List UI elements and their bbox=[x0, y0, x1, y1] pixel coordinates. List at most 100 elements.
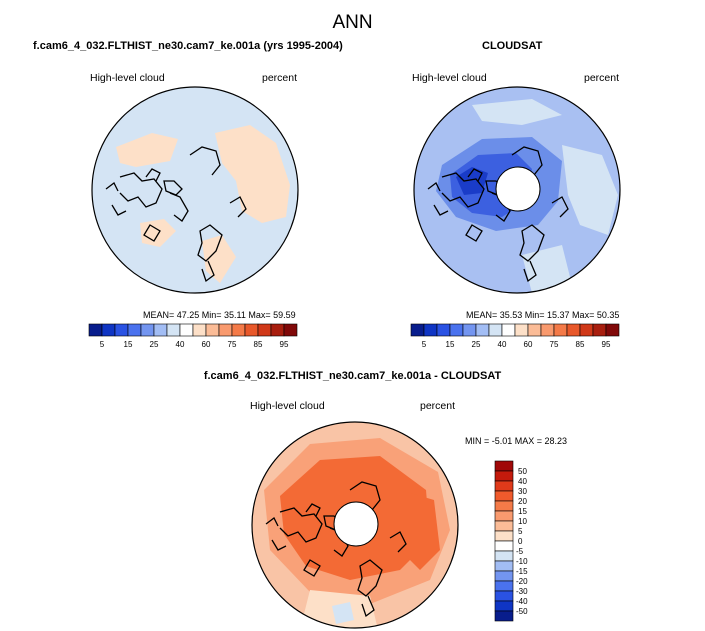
obs-cb-box-3 bbox=[436, 323, 451, 337]
diff-cb-label-4: 20 bbox=[518, 497, 527, 506]
diff-cb-box-8 bbox=[494, 530, 514, 542]
diff-cb-label-12: -20 bbox=[516, 577, 528, 586]
obs-cb-label-1: 5 bbox=[422, 340, 427, 349]
model-cb-label-5: 60 bbox=[202, 340, 211, 349]
obs-cb-label-7: 85 bbox=[576, 340, 585, 349]
model-map-peach-region-north bbox=[116, 133, 178, 167]
diff-cb-box-14 bbox=[494, 590, 514, 602]
model-cb-box-16 bbox=[283, 323, 298, 337]
diff-cb-box-16 bbox=[494, 610, 514, 622]
diff-cb-label-14: -40 bbox=[516, 597, 528, 606]
diff-cb-box-15 bbox=[494, 600, 514, 612]
model-cb-box-11 bbox=[218, 323, 233, 337]
obs-map bbox=[413, 86, 621, 294]
diff-cb-label-5: 15 bbox=[518, 507, 527, 516]
diff-cb-label-10: -10 bbox=[516, 557, 528, 566]
model-cb-label-6: 75 bbox=[228, 340, 237, 349]
model-map-peach-region-east bbox=[215, 125, 290, 223]
diff-cb-label-7: 5 bbox=[518, 527, 523, 536]
diff-cb-box-5 bbox=[494, 500, 514, 512]
model-cb-box-5 bbox=[140, 323, 155, 337]
diff-cb-box-13 bbox=[494, 580, 514, 592]
diff-cb-box-2 bbox=[494, 470, 514, 482]
diff-variable-label: High-level cloud bbox=[250, 400, 325, 412]
obs-map-pale-region-south bbox=[522, 245, 572, 293]
model-cb-box-6 bbox=[153, 323, 168, 337]
obs-map-pale-region-east bbox=[562, 145, 618, 235]
obs-cb-label-8: 95 bbox=[602, 340, 611, 349]
obs-map-polar-hole bbox=[495, 166, 541, 212]
model-cb-box-12 bbox=[231, 323, 246, 337]
model-variable-label: High-level cloud bbox=[90, 72, 165, 84]
diff-map-light-blue-patch bbox=[332, 602, 354, 624]
obs-colorbar-boxes bbox=[410, 323, 620, 337]
obs-cb-box-11 bbox=[540, 323, 555, 337]
model-stats: MEAN= 47.25 Min= 35.11 Max= 59.59 bbox=[143, 310, 296, 320]
model-cb-box-2 bbox=[101, 323, 116, 337]
obs-stats: MEAN= 35.53 Min= 15.37 Max= 50.35 bbox=[466, 310, 620, 320]
diff-cb-label-2: 40 bbox=[518, 477, 527, 486]
diff-colorbar-boxes bbox=[494, 460, 514, 622]
obs-cb-box-14 bbox=[579, 323, 594, 337]
diff-units-label: percent bbox=[420, 400, 456, 412]
model-cb-label-8: 95 bbox=[280, 340, 289, 349]
diff-panel-title: f.cam6_4_032.FLTHIST_ne30.cam7_ke.001a -… bbox=[203, 370, 502, 382]
model-cb-box-7 bbox=[166, 323, 181, 337]
model-cb-label-1: 5 bbox=[100, 340, 105, 349]
obs-cb-box-12 bbox=[553, 323, 568, 337]
diff-cb-label-6: 10 bbox=[518, 517, 527, 526]
model-cb-box-9 bbox=[192, 323, 207, 337]
obs-colorbar: 5 15 25 40 60 75 85 95 bbox=[410, 323, 620, 349]
diff-cb-box-3 bbox=[494, 480, 514, 492]
obs-cb-box-15 bbox=[592, 323, 607, 337]
diff-cb-box-7 bbox=[494, 520, 514, 532]
obs-cb-label-4: 40 bbox=[498, 340, 507, 349]
obs-cb-box-7 bbox=[488, 323, 503, 337]
model-cb-box-3 bbox=[114, 323, 129, 337]
obs-cb-box-16 bbox=[605, 323, 620, 337]
obs-cb-box-1 bbox=[410, 323, 425, 337]
diff-cb-label-3: 30 bbox=[518, 487, 527, 496]
obs-cb-box-4 bbox=[449, 323, 464, 337]
obs-cb-box-8 bbox=[501, 323, 516, 337]
obs-cb-label-3: 25 bbox=[472, 340, 481, 349]
diff-stats: MIN = -5.01 MAX = 28.23 bbox=[465, 436, 568, 446]
obs-map-darkest-blue-spot bbox=[456, 167, 488, 195]
model-panel-title: f.cam6_4_032.FLTHIST_ne30.cam7_ke.001a (… bbox=[33, 40, 343, 52]
model-cb-label-3: 25 bbox=[150, 340, 159, 349]
model-cb-box-4 bbox=[127, 323, 142, 337]
diff-cb-label-15: -50 bbox=[516, 607, 528, 616]
model-cb-label-2: 15 bbox=[124, 340, 133, 349]
diff-map-orange-east-lobe bbox=[400, 490, 440, 570]
diff-cb-box-1 bbox=[494, 460, 514, 472]
diff-map-polar-hole bbox=[333, 501, 379, 547]
model-cb-box-15 bbox=[270, 323, 285, 337]
model-colorbar: 5 15 25 40 60 75 85 95 bbox=[88, 323, 298, 349]
model-cb-box-8 bbox=[179, 323, 194, 337]
diff-cb-label-8: 0 bbox=[518, 537, 523, 546]
model-cb-box-13 bbox=[244, 323, 259, 337]
obs-cb-label-5: 60 bbox=[524, 340, 533, 349]
model-map-coastlines bbox=[105, 146, 247, 283]
obs-cb-box-5 bbox=[462, 323, 477, 337]
obs-cb-box-6 bbox=[475, 323, 490, 337]
model-units-label: percent bbox=[262, 72, 298, 84]
figure-title: ANN bbox=[332, 12, 373, 33]
model-cb-label-4: 40 bbox=[176, 340, 185, 349]
diff-cb-label-1: 50 bbox=[518, 467, 527, 476]
model-map bbox=[91, 86, 299, 294]
model-colorbar-boxes bbox=[88, 323, 298, 337]
model-cb-label-7: 85 bbox=[254, 340, 263, 349]
obs-cb-label-6: 75 bbox=[550, 340, 559, 349]
diff-cb-label-11: -15 bbox=[516, 567, 528, 576]
diff-cb-box-9 bbox=[494, 540, 514, 552]
diff-cb-box-6 bbox=[494, 510, 514, 522]
diff-cb-label-9: -5 bbox=[516, 547, 524, 556]
diff-colorbar: 50 40 30 20 15 10 5 0 -5 -10 -15 -20 -30… bbox=[494, 460, 528, 622]
diff-cb-label-13: -30 bbox=[516, 587, 528, 596]
obs-cb-box-13 bbox=[566, 323, 581, 337]
obs-map-pale-region-north bbox=[472, 99, 562, 125]
model-cb-box-10 bbox=[205, 323, 220, 337]
obs-cb-box-2 bbox=[423, 323, 438, 337]
model-cb-box-1 bbox=[88, 323, 103, 337]
